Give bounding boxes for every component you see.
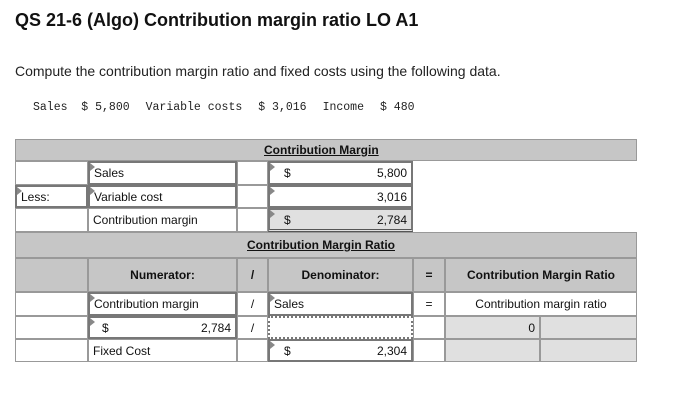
cm-blank: [237, 208, 268, 232]
denominator-header: Denominator:: [268, 258, 413, 292]
equals-sign: =: [413, 292, 445, 316]
cm-row-label-input[interactable]: Variable cost: [88, 185, 237, 208]
ratio-blank: [15, 258, 88, 292]
ratio-blank: [15, 339, 88, 362]
given-data: Sales $ 5,800 Variable costs $ 3,016 Income…: [33, 101, 415, 114]
ratio-blank: [413, 316, 445, 339]
divide-sign: /: [237, 316, 268, 339]
cm-row-value-input[interactable]: $5,800: [268, 161, 413, 185]
cm-blank: [413, 161, 637, 232]
result-header: Contribution Margin Ratio: [445, 258, 637, 292]
less-label-input[interactable]: Less:: [15, 185, 88, 208]
result-blank: [445, 339, 540, 362]
cm-blank: [237, 185, 268, 208]
result-label: Contribution margin ratio: [445, 292, 637, 316]
equals-header: =: [413, 258, 445, 292]
cm-blank: [237, 161, 268, 185]
cm-blank: [15, 161, 88, 185]
ratio-header: Contribution Margin Ratio: [15, 232, 637, 258]
cm-total-label: Contribution margin: [88, 208, 237, 232]
cm-total-value: $2,784: [268, 208, 413, 232]
divide-sign: /: [237, 292, 268, 316]
numerator-label-input[interactable]: Contribution margin: [88, 292, 237, 316]
fixed-cost-value-input[interactable]: $2,304: [268, 339, 413, 362]
denominator-label-input[interactable]: Sales: [268, 292, 413, 316]
result-value: 0: [445, 316, 540, 339]
ratio-blank: [413, 339, 445, 362]
cm-blank: [15, 208, 88, 232]
result-blank: [540, 339, 637, 362]
page-title: QS 21-6 (Algo) Contribution margin ratio…: [15, 10, 419, 30]
ratio-blank: [15, 292, 88, 316]
result-blank: [540, 316, 637, 339]
instructions: Compute the contribution margin ratio an…: [15, 63, 501, 79]
cm-row-label-input[interactable]: Sales: [88, 161, 237, 185]
numerator-value-input[interactable]: $2,784: [88, 316, 237, 339]
divide-header: /: [237, 258, 268, 292]
denominator-value-input[interactable]: [268, 316, 413, 339]
ratio-blank: [237, 339, 268, 362]
numerator-header: Numerator:: [88, 258, 237, 292]
cm-row-value-input[interactable]: 3,016: [268, 185, 413, 208]
ratio-blank: [15, 316, 88, 339]
cm-header: Contribution Margin: [15, 139, 637, 161]
fixed-cost-label: Fixed Cost: [88, 339, 237, 362]
